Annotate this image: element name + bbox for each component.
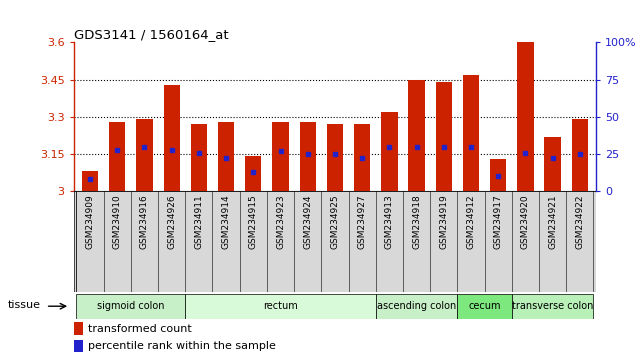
Text: ascending colon: ascending colon: [377, 301, 456, 311]
Text: GSM234923: GSM234923: [276, 194, 285, 249]
Bar: [163, 85, 180, 191]
Bar: [327, 124, 343, 191]
Text: GSM234922: GSM234922: [576, 194, 585, 249]
Bar: [544, 137, 561, 191]
Text: GDS3141 / 1560164_at: GDS3141 / 1560164_at: [74, 28, 228, 41]
Bar: [408, 80, 425, 191]
Text: transformed count: transformed count: [88, 324, 192, 333]
Bar: [463, 75, 479, 191]
Text: GSM234927: GSM234927: [358, 194, 367, 249]
Text: percentile rank within the sample: percentile rank within the sample: [88, 341, 276, 351]
Text: rectum: rectum: [263, 301, 298, 311]
Bar: [82, 171, 98, 191]
Bar: [458, 294, 512, 319]
Text: cecum: cecum: [469, 301, 501, 311]
Text: GSM234920: GSM234920: [521, 194, 530, 249]
Bar: [490, 159, 506, 191]
Bar: [381, 112, 397, 191]
Text: GSM234909: GSM234909: [85, 194, 94, 249]
Bar: [299, 122, 316, 191]
Bar: [376, 294, 458, 319]
Text: GSM234910: GSM234910: [113, 194, 122, 249]
Bar: [512, 294, 594, 319]
Text: GSM234925: GSM234925: [330, 194, 340, 249]
Text: GSM234916: GSM234916: [140, 194, 149, 249]
Bar: [572, 119, 588, 191]
Text: GSM234921: GSM234921: [548, 194, 557, 249]
Text: GSM234917: GSM234917: [494, 194, 503, 249]
Bar: [272, 122, 288, 191]
Text: GSM234911: GSM234911: [194, 194, 203, 249]
Bar: [185, 294, 376, 319]
Text: GSM234912: GSM234912: [467, 194, 476, 249]
Bar: [109, 122, 126, 191]
Text: GSM234926: GSM234926: [167, 194, 176, 249]
Text: GSM234915: GSM234915: [249, 194, 258, 249]
Bar: [191, 124, 207, 191]
Bar: [436, 82, 452, 191]
Bar: [137, 119, 153, 191]
Bar: [74, 322, 83, 335]
Bar: [76, 294, 185, 319]
Text: GSM234914: GSM234914: [222, 194, 231, 249]
Text: sigmoid colon: sigmoid colon: [97, 301, 165, 311]
Text: transverse colon: transverse colon: [512, 301, 594, 311]
Text: tissue: tissue: [8, 300, 40, 310]
Bar: [245, 156, 262, 191]
Bar: [354, 124, 370, 191]
Bar: [74, 191, 596, 292]
Bar: [218, 122, 234, 191]
Bar: [74, 340, 83, 352]
Text: GSM234919: GSM234919: [439, 194, 448, 249]
Text: GSM234913: GSM234913: [385, 194, 394, 249]
Bar: [517, 42, 533, 191]
Text: GSM234924: GSM234924: [303, 194, 312, 249]
Text: GSM234918: GSM234918: [412, 194, 421, 249]
